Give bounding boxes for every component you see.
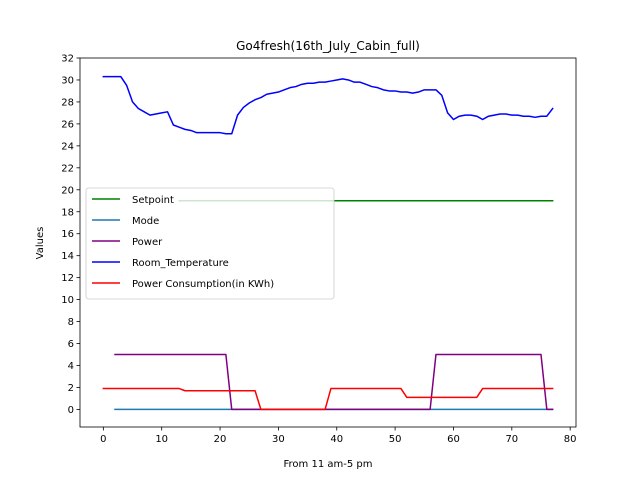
x-axis-title: From 11 am-5 pm: [284, 459, 373, 470]
x-axis: 0 10 20 30 40 50 60 70 80: [100, 427, 577, 445]
chart-title: Go4fresh(16th_July_Cabin_full): [236, 39, 420, 53]
y-tick-label: 8: [68, 317, 74, 328]
y-tick-label: 14: [61, 251, 74, 262]
legend-label-1: Mode: [132, 216, 159, 227]
y-tick-label: 0: [68, 405, 74, 416]
y-tick-label: 2: [68, 383, 74, 394]
legend-label-4: Power Consumption(in KWh): [132, 279, 274, 290]
series-line-3: [102, 75, 554, 135]
x-tick-label: 30: [272, 434, 285, 445]
y-tick-label: 20: [61, 185, 74, 196]
legend-box: [85, 187, 335, 300]
y-tick-label: 30: [61, 75, 74, 86]
series-line-4: [102, 387, 554, 411]
x-tick-label: 0: [100, 434, 106, 445]
x-tick-label: 20: [214, 434, 227, 445]
y-tick-label: 18: [61, 207, 74, 218]
y-axis-title: Values: [35, 227, 46, 260]
y-tick-label: 28: [61, 97, 74, 108]
legend-label-0: Setpoint: [132, 195, 174, 206]
y-tick-label: 32: [61, 54, 74, 65]
legend: Setpoint Mode Power Room_Temperature Power C…: [85, 187, 335, 300]
y-tick-label: 26: [61, 119, 74, 130]
x-tick-label: 80: [564, 434, 577, 445]
y-tick-label: 4: [68, 361, 74, 372]
y-tick-label: 6: [68, 339, 74, 350]
y-tick-label: 10: [61, 295, 74, 306]
y-tick-label: 22: [61, 163, 74, 174]
y-tick-label: 16: [61, 229, 74, 240]
x-tick-label: 60: [447, 434, 460, 445]
plot-frame: [79, 57, 577, 428]
y-tick-label: 24: [61, 141, 74, 152]
legend-label-2: Power: [132, 237, 163, 248]
legend-label-3: Room_Temperature: [132, 258, 229, 269]
x-tick-label: 40: [330, 434, 343, 445]
y-tick-label: 12: [61, 273, 74, 284]
x-tick-label: 70: [505, 434, 518, 445]
x-tick-label: 10: [155, 434, 168, 445]
x-tick-label: 50: [389, 434, 402, 445]
series-line-2: [114, 353, 554, 411]
